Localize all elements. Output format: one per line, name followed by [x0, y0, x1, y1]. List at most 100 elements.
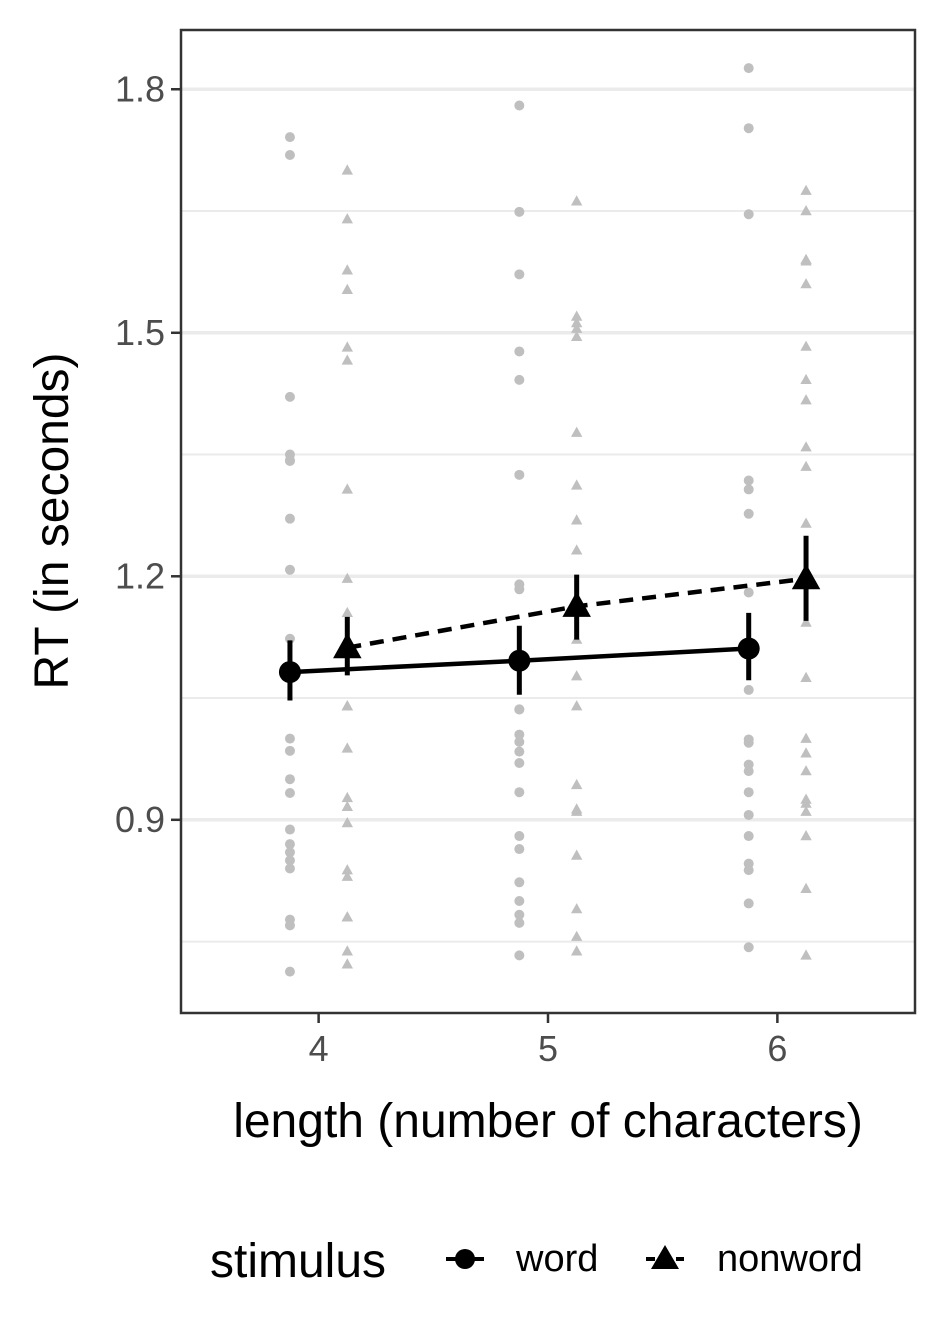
raw-point-nonword [341, 606, 353, 618]
raw-point-nonword [341, 483, 353, 494]
mean-point-nonword [791, 563, 821, 590]
raw-point-nonword [341, 791, 353, 803]
raw-point-nonword [341, 958, 353, 969]
raw-point-nonword [800, 373, 812, 385]
raw-point-word [514, 895, 525, 906]
raw-point-word [743, 809, 754, 820]
raw-point-word [743, 587, 754, 598]
raw-point-word [284, 132, 295, 143]
raw-point-word [284, 847, 295, 858]
raw-point-word [514, 736, 525, 747]
raw-point-nonword [570, 930, 583, 941]
raw-point-nonword [800, 797, 812, 808]
raw-point-word [514, 757, 525, 768]
mean-point-nonword [562, 591, 591, 617]
raw-point-word [743, 484, 754, 495]
raw-point-word [284, 863, 295, 874]
raw-point-word [514, 917, 525, 928]
raw-point-word [514, 909, 525, 920]
raw-point-word [743, 508, 754, 519]
raw-point-nonword [800, 765, 812, 776]
raw-data-points [284, 63, 812, 977]
legend: stimulus word nonword [210, 1235, 863, 1288]
raw-point-nonword [341, 164, 353, 175]
raw-point-nonword [341, 341, 353, 352]
raw-point-word [284, 456, 295, 467]
raw-point-nonword [570, 330, 583, 342]
raw-point-word [743, 898, 754, 909]
raw-point-nonword [341, 817, 353, 828]
legend-title: stimulus [210, 1235, 386, 1288]
raw-point-word [743, 63, 754, 74]
raw-point-nonword [570, 195, 583, 206]
raw-point-nonword [341, 742, 353, 753]
raw-point-word [514, 746, 525, 757]
raw-point-nonword [800, 255, 812, 266]
raw-point-nonword [341, 911, 353, 922]
raw-point-nonword [570, 945, 583, 956]
raw-point-word [514, 787, 525, 798]
raw-point-word [743, 766, 754, 777]
raw-point-word [514, 100, 525, 111]
raw-point-word [284, 855, 295, 866]
raw-point-nonword [800, 671, 812, 682]
mean-point-word [508, 649, 531, 672]
raw-point-nonword [341, 870, 353, 881]
raw-point-nonword [800, 830, 812, 841]
raw-point-word [514, 584, 525, 595]
raw-point-nonword [341, 572, 353, 583]
raw-point-nonword [341, 864, 353, 875]
raw-point-word [514, 844, 525, 855]
raw-point-nonword [570, 310, 583, 321]
raw-point-word [284, 920, 295, 931]
y-tick-label: 1.2 [115, 555, 165, 596]
raw-point-word [743, 737, 754, 748]
legend-label-nonword: nonword [717, 1238, 863, 1280]
y-tick-label: 1.8 [115, 68, 165, 109]
x-axis-title: length (number of characters) [233, 1095, 863, 1148]
raw-point-word [514, 206, 525, 217]
raw-point-word [743, 865, 754, 876]
raw-point-nonword [570, 778, 583, 790]
axes: 0.9 1.2 1.5 1.8 4 5 6 [115, 68, 787, 1069]
raw-point-word [743, 684, 754, 695]
raw-point-nonword [800, 732, 812, 743]
raw-point-nonword [341, 264, 353, 275]
raw-point-word [514, 729, 525, 740]
raw-point-nonword [341, 700, 353, 711]
raw-point-word [514, 374, 525, 385]
x-tick-label: 6 [767, 1028, 787, 1069]
raw-point-word [284, 391, 295, 402]
raw-point-nonword [800, 517, 812, 528]
raw-point-nonword [570, 479, 583, 490]
raw-point-word [284, 839, 295, 850]
legend-key-nonword [646, 1245, 684, 1269]
legend-key-word-marker [455, 1249, 475, 1269]
raw-point-nonword [570, 849, 583, 860]
raw-point-nonword [570, 805, 583, 816]
y-axis-title: RT (in seconds) [26, 352, 79, 689]
mean-point-word [737, 637, 760, 660]
raw-point-word [514, 704, 525, 715]
raw-point-word [743, 942, 754, 953]
y-tick-label: 0.9 [115, 799, 165, 840]
raw-point-nonword [570, 514, 583, 525]
raw-point-word [743, 475, 754, 486]
legend-label-word: word [515, 1238, 598, 1280]
summary-series [278, 535, 821, 701]
raw-point-nonword [800, 616, 812, 627]
legend-key-nonword-marker [651, 1245, 679, 1269]
raw-point-nonword [341, 354, 353, 365]
raw-point-nonword [800, 340, 812, 351]
raw-point-nonword [800, 882, 812, 894]
raw-point-nonword [800, 184, 812, 195]
raw-point-nonword [341, 213, 353, 224]
raw-point-word [284, 150, 295, 161]
raw-point-word [514, 469, 525, 480]
raw-point-nonword [800, 747, 812, 758]
x-tick-label: 5 [538, 1028, 558, 1069]
raw-point-word [743, 831, 754, 842]
raw-point-nonword [800, 394, 812, 405]
